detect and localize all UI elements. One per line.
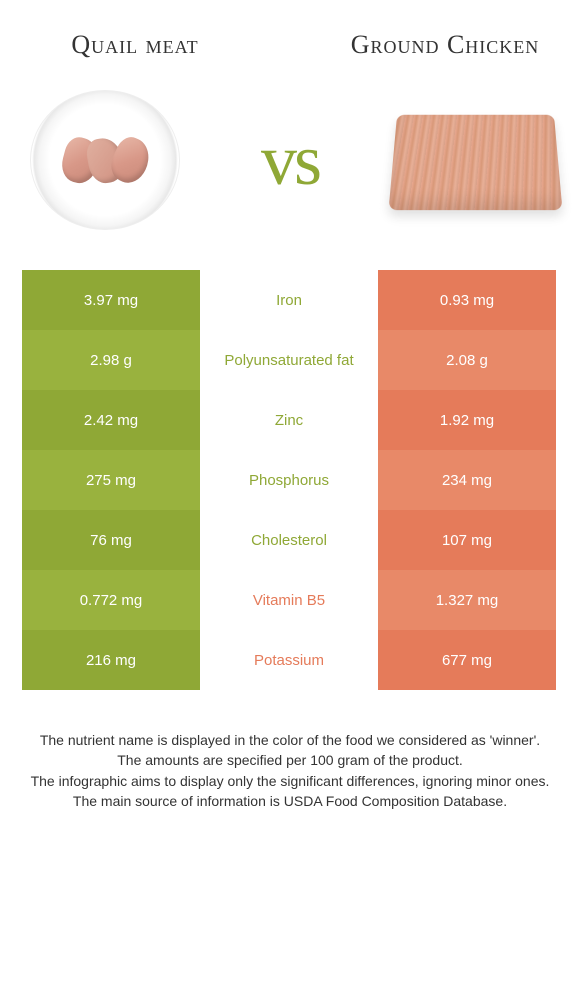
footer-line: The infographic aims to display only the… bbox=[25, 771, 555, 791]
left-food-title: Quail meat bbox=[40, 30, 230, 60]
table-row: 0.772 mgVitamin B51.327 mg bbox=[22, 570, 558, 630]
nutrient-name-cell: Iron bbox=[200, 270, 378, 330]
image-row: vs bbox=[0, 70, 580, 270]
right-food-title: Ground Chicken bbox=[350, 30, 540, 60]
right-value-cell: 1.92 mg bbox=[378, 390, 556, 450]
footer-line: The main source of information is USDA F… bbox=[25, 791, 555, 811]
header-row: Quail meat Ground Chicken bbox=[0, 0, 580, 70]
right-value-cell: 234 mg bbox=[378, 450, 556, 510]
table-row: 275 mgPhosphorus234 mg bbox=[22, 450, 558, 510]
right-value-cell: 107 mg bbox=[378, 510, 556, 570]
right-value-cell: 677 mg bbox=[378, 630, 556, 690]
nutrient-name-cell: Zinc bbox=[200, 390, 378, 450]
nutrient-table: 3.97 mgIron0.93 mg2.98 gPolyunsaturated … bbox=[22, 270, 558, 690]
nutrient-name-cell: Phosphorus bbox=[200, 450, 378, 510]
footer-line: The nutrient name is displayed in the co… bbox=[25, 730, 555, 750]
right-value-cell: 1.327 mg bbox=[378, 570, 556, 630]
table-row: 76 mgCholesterol107 mg bbox=[22, 510, 558, 570]
table-row: 3.97 mgIron0.93 mg bbox=[22, 270, 558, 330]
table-row: 2.98 gPolyunsaturated fat2.08 g bbox=[22, 330, 558, 390]
nutrient-name-cell: Vitamin B5 bbox=[200, 570, 378, 630]
right-value-cell: 0.93 mg bbox=[378, 270, 556, 330]
nutrient-name-cell: Cholesterol bbox=[200, 510, 378, 570]
nutrient-name-cell: Polyunsaturated fat bbox=[200, 330, 378, 390]
table-row: 2.42 mgZinc1.92 mg bbox=[22, 390, 558, 450]
footer-notes: The nutrient name is displayed in the co… bbox=[0, 690, 580, 811]
table-row: 216 mgPotassium677 mg bbox=[22, 630, 558, 690]
left-value-cell: 2.98 g bbox=[22, 330, 200, 390]
vs-label: vs bbox=[251, 119, 329, 202]
quail-meat-icon bbox=[60, 120, 150, 200]
left-value-cell: 275 mg bbox=[22, 450, 200, 510]
footer-line: The amounts are specified per 100 gram o… bbox=[25, 750, 555, 770]
nutrient-name-cell: Potassium bbox=[200, 630, 378, 690]
left-value-cell: 2.42 mg bbox=[22, 390, 200, 450]
left-value-cell: 3.97 mg bbox=[22, 270, 200, 330]
right-value-cell: 2.08 g bbox=[378, 330, 556, 390]
plate-icon bbox=[30, 90, 180, 230]
ground-chicken-icon bbox=[388, 115, 562, 210]
right-food-image bbox=[390, 90, 560, 230]
left-value-cell: 216 mg bbox=[22, 630, 200, 690]
left-value-cell: 76 mg bbox=[22, 510, 200, 570]
left-value-cell: 0.772 mg bbox=[22, 570, 200, 630]
left-food-image bbox=[20, 90, 190, 230]
